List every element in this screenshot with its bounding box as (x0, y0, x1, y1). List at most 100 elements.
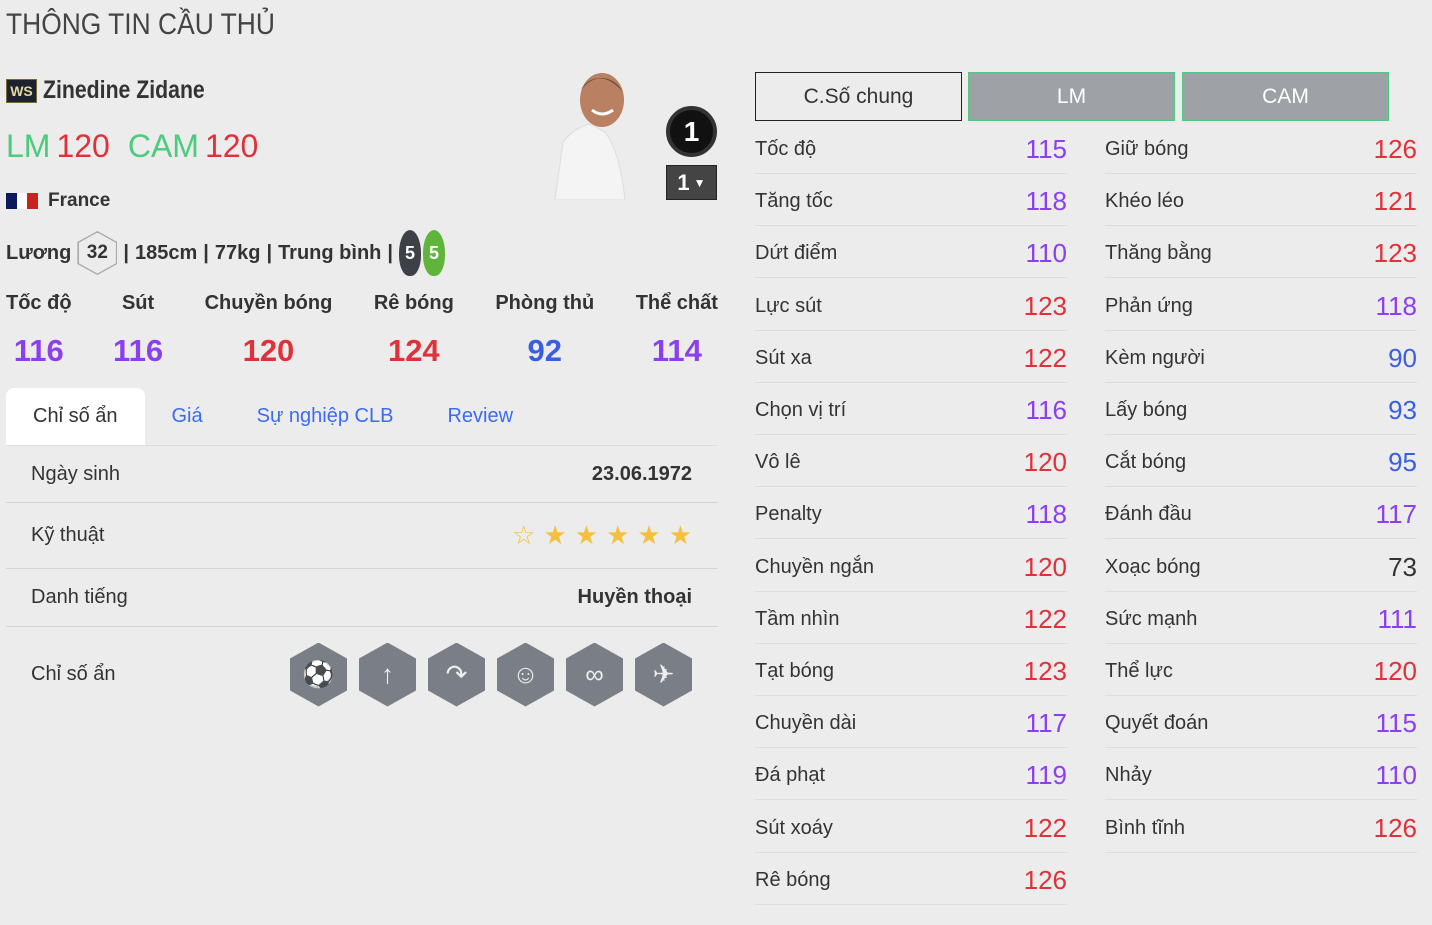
france-flag-icon (6, 193, 39, 209)
stat-label: Kèm người (1105, 346, 1205, 369)
stat-value: 120 (1373, 656, 1417, 686)
goal-shot-icon[interactable]: ⚽ (290, 642, 347, 707)
main-stat-value: 120 (242, 333, 295, 368)
stat-row: Dứt điểm 110 (755, 226, 1067, 279)
stat-label: Bình tĩnh (1105, 816, 1186, 839)
stat-label: Quyết đoán (1105, 712, 1209, 735)
stat-row: Giữ bóng 126 (1105, 122, 1417, 174)
star-filled-icon: ★ (637, 520, 661, 550)
stat-row: Sút xoáy 122 (755, 801, 1067, 853)
stat-value: 118 (1375, 290, 1417, 321)
stat-row: Tạt bóng 123 (755, 644, 1067, 696)
power-header-icon[interactable]: ✈ (635, 642, 692, 707)
stat-value: 123 (1023, 656, 1067, 686)
player-name: WS Zinedine Zidane (6, 76, 233, 105)
stat-row: Kèm người 90 (1105, 331, 1417, 383)
main-stat-label: Tốc độ (6, 292, 72, 314)
stat-row: Tốc độ 115 (755, 122, 1067, 174)
body-type: Trung bình (278, 241, 382, 264)
stat-row: Sức mạnh 111 (1105, 592, 1417, 644)
stat-label: Chuyền ngắn (755, 555, 874, 578)
stat-label: Đánh đầu (1105, 503, 1192, 526)
birth-label: Ngày sinh (31, 462, 120, 485)
level-dropdown[interactable]: 1 ▼ (666, 165, 717, 200)
stat-value: 110 (1025, 238, 1067, 269)
main-stat-label: Sút (121, 292, 155, 314)
stat-value: 123 (1023, 290, 1067, 321)
stat-row: Chuyền ngắn 120 (755, 540, 1067, 592)
main-stat: Tốc độ 116 (6, 292, 72, 369)
main-stat-label: Phòng thủ (495, 292, 595, 314)
birth-row: Ngày sinh 23.06.1972 (6, 446, 718, 503)
star-empty-icon: ☆ (512, 520, 536, 550)
stat-label: Xoạc bóng (1105, 555, 1201, 578)
stat-value: 93 (1388, 395, 1417, 425)
stat-value: 95 (1388, 447, 1417, 478)
info-tabs: Chỉ số ẩn Giá Sự nghiệp CLB Review (6, 388, 718, 446)
tab-club-career[interactable]: Sự nghiệp CLB (256, 405, 394, 427)
salary-hex-icon: 32 (77, 231, 118, 275)
player-name-text: Zinedine Zidane (43, 76, 205, 104)
stat-label: Dứt điểm (755, 242, 838, 265)
stat-value: 115 (1025, 134, 1067, 164)
traits-label: Chỉ số ẩn (31, 663, 116, 685)
position-ovr: 120 (56, 128, 110, 164)
general-stats-button[interactable]: C.Số chung (755, 72, 962, 121)
stat-label: Tăng tốc (755, 190, 833, 213)
stat-value: 110 (1375, 760, 1417, 791)
stat-label: Thăng bằng (1105, 242, 1212, 265)
stat-row: Vô lê 120 (755, 435, 1067, 488)
stat-row: Tầm nhìn 122 (755, 592, 1067, 644)
stat-row: Phản ứng 118 (1105, 279, 1417, 331)
stat-label: Sút xoáy (755, 816, 833, 839)
stat-label: Lấy bóng (1105, 399, 1188, 421)
stat-row: Penalty 118 (755, 487, 1067, 540)
tab-review[interactable]: Review (447, 405, 514, 427)
stat-label: Khéo léo (1105, 190, 1184, 213)
tab-hidden-stats[interactable]: Chỉ số ẩn (6, 388, 145, 445)
stat-row: Nhảy 110 (1105, 748, 1417, 801)
season-badge-icon: WS (6, 78, 37, 103)
salary-value: 32 (86, 242, 108, 263)
stat-value: 111 (1377, 603, 1417, 634)
lm-button[interactable]: LM (968, 72, 1175, 121)
position-ratings: LM 120 CAM 120 (6, 128, 258, 165)
main-stat-value: 116 (13, 333, 64, 368)
stat-value: 90 (1388, 342, 1417, 373)
star-filled-icon: ★ (574, 520, 599, 550)
stat-value: 126 (1373, 134, 1417, 164)
stat-row: Tăng tốc 118 (755, 174, 1067, 227)
weak-foot: 5 5 (398, 230, 445, 276)
dribble-path-icon[interactable]: ∞ (566, 642, 623, 707)
stat-label: Phản ứng (1105, 294, 1193, 317)
rank-badge: 1 (666, 106, 717, 157)
stat-value: 118 (1025, 186, 1067, 217)
main-stat: Phòng thủ 92 (495, 292, 594, 369)
cam-button[interactable]: CAM (1182, 72, 1389, 121)
curl-pass-icon[interactable]: ↷ (428, 642, 485, 707)
skill-label: Kỹ thuật (31, 524, 105, 546)
stat-value: 119 (1025, 760, 1067, 791)
stat-value: 120 (1023, 447, 1067, 478)
stat-row: Lấy bóng 93 (1105, 383, 1417, 435)
stat-row: Đánh đầu 117 (1105, 487, 1417, 540)
stat-label: Tốc độ (755, 138, 817, 160)
stat-row: Chọn vị trí 116 (755, 383, 1067, 435)
stat-label: Sức mạnh (1105, 607, 1198, 630)
main-stat-value: 124 (387, 333, 440, 368)
reputation-label: Danh tiếng (31, 586, 128, 608)
flair-head-icon[interactable]: ☺ (497, 642, 554, 707)
stat-value: 126 (1373, 812, 1417, 843)
long-shot-icon[interactable]: ↑ (359, 642, 416, 707)
main-stat-label: Rê bóng (373, 292, 454, 314)
main-stat-label: Thể chất (635, 292, 718, 314)
stat-label: Giữ bóng (1105, 138, 1189, 160)
main-stats: Tốc độ 116 Sút 116 Chuyền bóng 120 Rê bóng 1… (6, 292, 718, 369)
main-stat-label: Chuyền bóng (204, 292, 333, 314)
tab-price[interactable]: Giá (171, 405, 203, 427)
right-foot-icon: 5 (422, 230, 445, 276)
salary-label: Lương (6, 241, 72, 264)
stat-value: 121 (1373, 186, 1417, 217)
page-title: THÔNG TIN CẦU THỦ (6, 8, 275, 41)
position: LM (6, 128, 51, 164)
